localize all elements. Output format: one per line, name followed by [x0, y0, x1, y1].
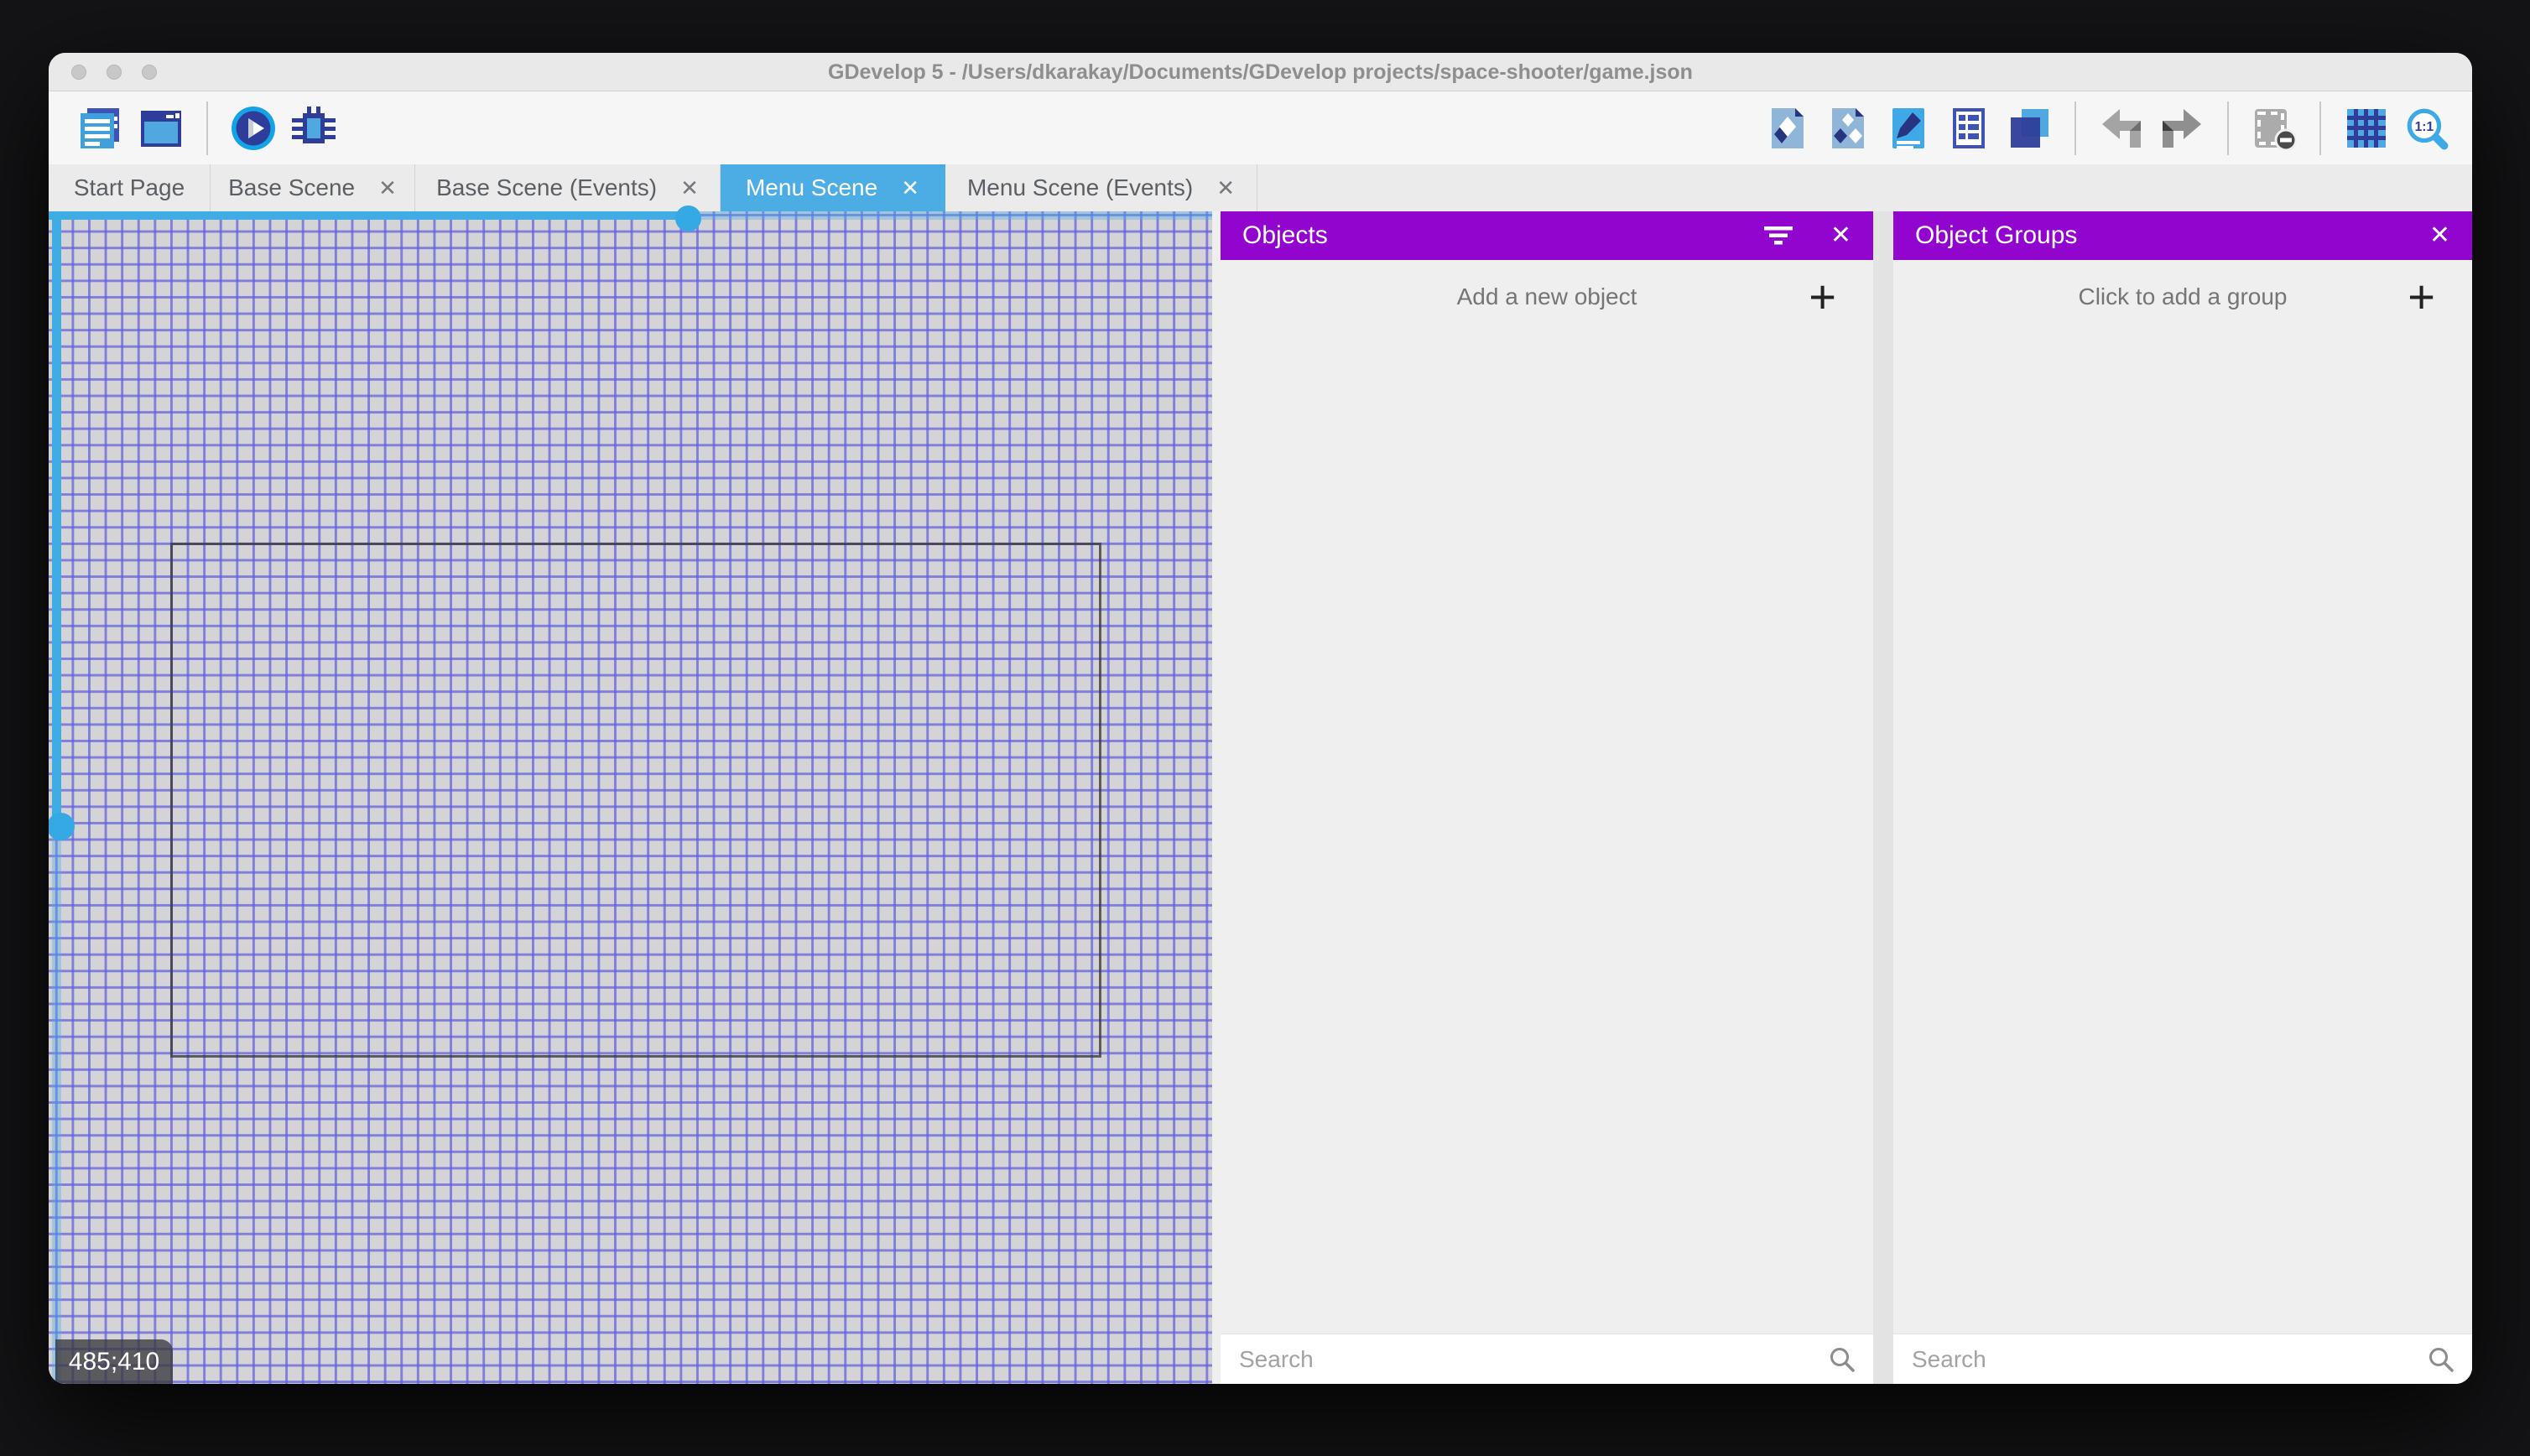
tab-start-page[interactable]: Start Page [49, 164, 211, 211]
toolbar-divider [2074, 101, 2076, 155]
object-groups-panel-close-button[interactable]: ✕ [2429, 223, 2450, 248]
zoom-1-1-icon: 1:1 [2407, 108, 2449, 149]
objects-filter-button[interactable] [1762, 225, 1795, 247]
toolbar-divider [2319, 101, 2321, 155]
properties-icon [1892, 107, 1924, 148]
object-groups-panel-title: Object Groups [1915, 221, 2078, 249]
add-group-label: Click to add a group [2078, 283, 2288, 309]
preview-window-button[interactable] [138, 104, 185, 153]
objects-search-bar [1221, 1334, 1873, 1384]
objects-panel: Objects ✕ Add a new object + [1221, 211, 1873, 1384]
scene-canvas[interactable]: 485;410 [49, 205, 1212, 1384]
objects-search-input[interactable] [1237, 1344, 1828, 1374]
selection-left-edge [52, 211, 61, 826]
minimize-window-button[interactable] [107, 65, 122, 80]
preview-window-icon [141, 110, 181, 147]
layers-icon [2011, 108, 2048, 148]
tab-menu-scene-events[interactable]: Menu Scene (Events) ✕ [945, 164, 1257, 211]
project-manager-button[interactable] [77, 104, 124, 153]
selection-top-edge-faded [696, 211, 1212, 220]
play-preview-icon [232, 106, 275, 150]
objects-editor-icon [1772, 107, 1804, 148]
objects-panel-header: Objects ✕ [1221, 211, 1873, 260]
grid-settings-button[interactable] [2343, 104, 2390, 153]
add-object-plus-button[interactable]: + [1804, 273, 1841, 321]
filter-icon [1763, 226, 1793, 244]
tab-close-icon[interactable]: ✕ [1216, 175, 1236, 200]
toolbar-divider [206, 101, 208, 155]
main-toolbar: 1:1 [49, 91, 2472, 164]
groups-list-empty [1893, 334, 2472, 1334]
objects-panel-title: Objects [1242, 221, 1328, 249]
play-preview-button[interactable] [230, 104, 277, 153]
traffic-lights [71, 65, 157, 80]
tab-base-scene-events[interactable]: Base Scene (Events) ✕ [415, 164, 721, 211]
tab-label: Menu Scene [745, 174, 878, 200]
toolbar-left-group [77, 101, 337, 155]
selection-top-edge [49, 211, 696, 220]
instances-list-button[interactable] [1945, 104, 1992, 153]
close-icon: ✕ [2428, 221, 2450, 249]
add-new-object-row[interactable]: Add a new object + [1221, 260, 1873, 334]
groups-search-input[interactable] [1910, 1344, 2427, 1374]
tab-label: Base Scene [228, 174, 356, 200]
window-title: GDevelop 5 - /Users/dkarakay/Documents/G… [828, 60, 1693, 84]
grid-icon [2347, 108, 2386, 148]
search-icon [1830, 1347, 1855, 1372]
editor-content: 485;410 Objects ✕ Add a [49, 205, 2472, 1384]
tab-close-icon[interactable]: ✕ [901, 175, 919, 200]
object-groups-panel-header: Object Groups ✕ [1893, 211, 2472, 260]
redo-button[interactable] [2158, 104, 2205, 153]
objects-panel-close-button[interactable]: ✕ [1830, 223, 1851, 248]
undo-button[interactable] [2098, 104, 2145, 153]
panel-divider [1873, 211, 1893, 1384]
selection-resize-handle-top[interactable] [675, 205, 701, 231]
debugger-icon [292, 106, 336, 143]
tab-menu-scene[interactable]: Menu Scene ✕ [721, 164, 945, 211]
svg-text:1:1: 1:1 [2415, 120, 2434, 134]
toolbar-divider [2227, 101, 2229, 155]
tab-label: Start Page [73, 174, 185, 200]
add-group-row[interactable]: Click to add a group + [1893, 260, 2472, 334]
tab-base-scene[interactable]: Base Scene ✕ [211, 164, 415, 211]
close-icon: ✕ [1830, 221, 1851, 249]
close-window-button[interactable] [71, 65, 86, 80]
tab-label: Menu Scene (Events) [966, 174, 1194, 200]
zoom-1-1-button[interactable]: 1:1 [2403, 104, 2450, 153]
groups-search-bar [1893, 1334, 2472, 1384]
add-group-plus-button[interactable]: + [2402, 273, 2440, 321]
objects-list-empty [1221, 334, 1873, 1334]
toolbar-right-group: 1:1 [1764, 101, 2450, 155]
redo-icon [2163, 108, 2201, 148]
instances-list-icon [1953, 107, 1985, 148]
delete-instances-icon [2255, 108, 2296, 150]
properties-panel-button[interactable] [1885, 104, 1932, 153]
object-groups-editor-icon [1832, 107, 1864, 148]
layers-panel-button[interactable] [2006, 104, 2053, 153]
object-groups-editor-button[interactable] [1825, 104, 1871, 153]
delete-instances-button[interactable] [2251, 104, 2298, 153]
selection-resize-handle-left[interactable] [49, 813, 75, 840]
game-window-border [170, 543, 1101, 1058]
debugger-button[interactable] [290, 104, 337, 153]
tab-close-icon[interactable]: ✕ [680, 175, 699, 200]
title-bar: GDevelop 5 - /Users/dkarakay/Documents/G… [49, 53, 2472, 91]
add-new-object-label: Add a new object [1456, 283, 1637, 309]
gdevelop-window: GDevelop 5 - /Users/dkarakay/Documents/G… [49, 53, 2472, 1384]
tab-label: Base Scene (Events) [436, 174, 658, 200]
zoom-window-button[interactable] [142, 65, 157, 80]
undo-icon [2102, 108, 2141, 148]
cursor-coordinates-badge: 485;410 [55, 1339, 173, 1384]
tab-close-icon[interactable]: ✕ [378, 175, 397, 200]
editor-tab-bar: Start Page Base Scene ✕ Base Scene (Even… [49, 164, 2472, 211]
objects-editor-button[interactable] [1764, 104, 1811, 153]
project-manager-icon [81, 107, 119, 148]
object-groups-panel: Object Groups ✕ Click to add a group + [1893, 211, 2472, 1384]
search-icon [2429, 1347, 2454, 1372]
selection-left-edge-faded [52, 826, 61, 1384]
